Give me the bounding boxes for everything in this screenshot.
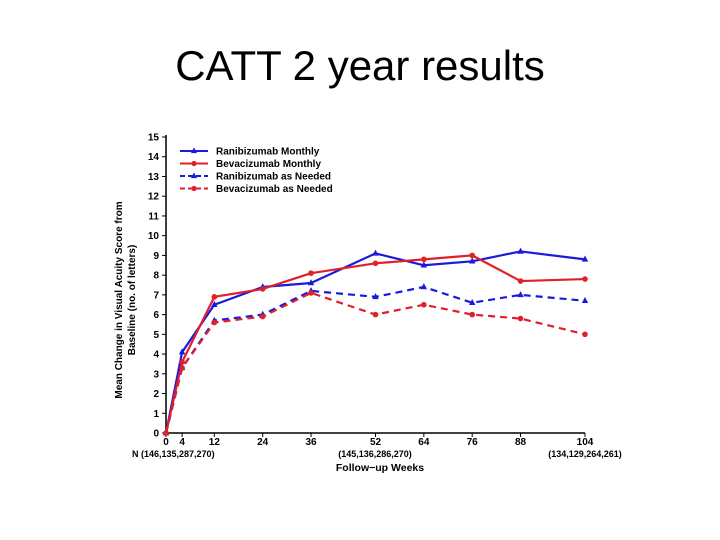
data-point-marker xyxy=(163,430,169,436)
data-point-marker xyxy=(191,160,197,167)
x-tick-label: 64 xyxy=(418,437,430,448)
legend-label: Bevacizumab Monthly xyxy=(216,159,321,170)
data-point-marker xyxy=(517,291,524,298)
series-line xyxy=(164,250,586,434)
data-point-marker xyxy=(421,301,427,308)
legend-label: Ranibizumab as Needed xyxy=(216,172,331,183)
data-point-marker xyxy=(420,261,428,268)
legend-label: Bevacizumab as Needed xyxy=(216,184,333,195)
data-point-marker xyxy=(582,276,588,282)
y-tick-label: 9 xyxy=(153,251,159,262)
x-tick-label: 12 xyxy=(209,437,221,448)
data-point-marker xyxy=(469,252,475,259)
data-point-marker xyxy=(372,311,379,318)
y-tick-label: 4 xyxy=(153,350,159,361)
y-tick-label: 1 xyxy=(153,409,159,420)
x-tick-label: 88 xyxy=(515,437,527,448)
legend-entry: Bevacizumab as Needed xyxy=(180,184,333,195)
legend-entry: Ranibizumab Monthly xyxy=(180,147,320,158)
y-tick-label: 5 xyxy=(153,330,159,341)
y-axis-title-line-1: Mean Change in Visual Acuity Score from xyxy=(114,201,125,398)
data-point-marker xyxy=(179,359,185,365)
sample-size-annotation: (145,136,286,270) xyxy=(338,449,412,459)
data-point-marker xyxy=(211,294,218,300)
y-tick-label: 0 xyxy=(153,429,159,440)
sample-size-annotation: (134,129,264,261) xyxy=(548,449,622,459)
legend-label: Ranibizumab Monthly xyxy=(216,147,320,158)
y-tick-label: 13 xyxy=(148,172,160,183)
y-tick-label: 7 xyxy=(153,290,159,301)
data-point-marker xyxy=(191,172,197,179)
y-tick-label: 3 xyxy=(153,369,159,380)
x-tick-label: 76 xyxy=(467,437,479,448)
series-bevacizumab-monthly xyxy=(163,252,588,436)
data-point-marker xyxy=(372,260,379,267)
data-point-marker xyxy=(211,300,218,307)
x-tick-label: 52 xyxy=(370,437,382,448)
x-tick-label: 104 xyxy=(577,437,594,448)
y-tick-label: 11 xyxy=(148,211,159,222)
chart-labels: Follow−up Weeks Mean Change in Visual Acu… xyxy=(114,201,622,474)
legend-entry: Bevacizumab Monthly xyxy=(180,159,321,170)
data-point-marker xyxy=(372,293,379,300)
x-axis-title: Follow−up Weeks xyxy=(336,462,424,474)
x-tick-label: 36 xyxy=(305,437,317,448)
data-point-marker xyxy=(468,257,476,264)
series-line xyxy=(164,285,586,434)
data-point-marker xyxy=(517,278,524,284)
slide-title: CATT 2 year results xyxy=(175,42,545,89)
data-point-marker xyxy=(191,185,197,192)
data-point-marker xyxy=(372,249,379,256)
series-line xyxy=(164,254,586,434)
sample-size-annotation: N (146,135,287,270) xyxy=(132,449,215,459)
data-point-marker xyxy=(259,286,266,292)
y-tick-label: 2 xyxy=(153,389,159,400)
y-tick-label: 8 xyxy=(153,271,159,282)
y-tick-label: 6 xyxy=(153,310,159,321)
data-point-marker xyxy=(582,331,588,338)
data-point-marker xyxy=(469,311,475,318)
legend-entry: Ranibizumab as Needed xyxy=(180,172,331,183)
data-point-marker xyxy=(211,319,218,326)
data-point-marker xyxy=(517,247,524,254)
data-point-marker xyxy=(308,290,314,296)
x-tick-label: 4 xyxy=(179,437,185,448)
y-tick-label: 14 xyxy=(148,152,160,163)
y-tick-label: 10 xyxy=(148,231,160,242)
y-axis-title: Mean Change in Visual Acuity Score from B… xyxy=(114,201,138,398)
series-bevacizumab-as-needed xyxy=(163,290,588,436)
data-point-marker xyxy=(581,255,589,262)
data-point-marker xyxy=(179,365,185,371)
y-tick-label: 12 xyxy=(148,192,160,203)
x-tick-label: 0 xyxy=(163,437,169,448)
data-point-marker xyxy=(191,147,197,154)
data-point-marker xyxy=(178,348,186,355)
data-point-marker xyxy=(517,315,524,322)
data-point-marker xyxy=(259,313,266,320)
y-tick-label: 15 xyxy=(148,133,160,144)
data-point-marker xyxy=(581,296,589,304)
series-ranibizumab-monthly xyxy=(162,247,589,436)
data-point-marker xyxy=(308,270,314,276)
series-ranibizumab-as-needed xyxy=(162,283,589,436)
data-point-marker xyxy=(421,256,427,263)
data-point-marker xyxy=(468,298,476,305)
data-point-marker xyxy=(307,279,315,286)
chart-series xyxy=(162,247,589,436)
data-point-marker xyxy=(420,283,428,290)
x-tick-label: 24 xyxy=(257,437,269,448)
y-axis-title-line-2: Baseline (no. of letters) xyxy=(127,245,138,356)
